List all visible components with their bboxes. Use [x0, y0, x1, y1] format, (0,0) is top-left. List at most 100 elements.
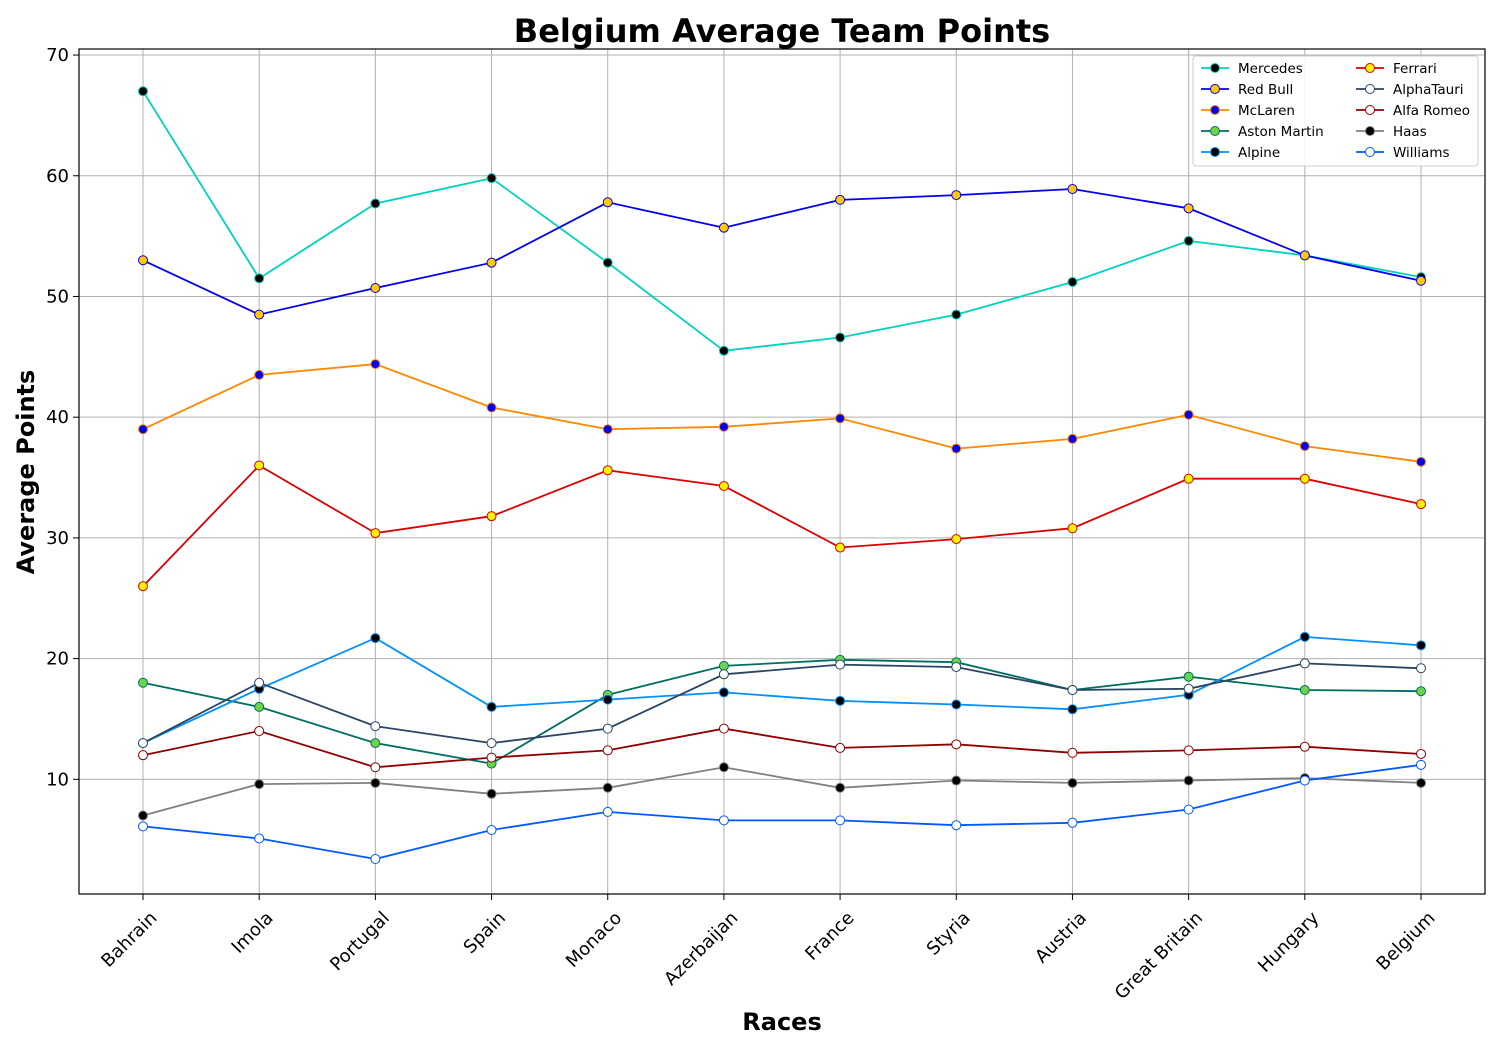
x-tick-label: Portugal — [326, 908, 394, 976]
data-point-mclaren — [718, 421, 729, 432]
data-point-alpine — [951, 699, 962, 710]
series-haas — [138, 762, 1426, 821]
data-point-ferrari — [835, 542, 846, 553]
data-point-mercedes — [1067, 276, 1078, 287]
y-tick-label: 20 — [46, 649, 69, 670]
legend-marker — [1210, 126, 1220, 136]
data-point-alfa-romeo — [951, 739, 962, 750]
data-point-alpine — [718, 687, 729, 698]
data-point-alphatauri — [254, 677, 265, 688]
data-point-mclaren — [254, 369, 265, 380]
series-line-aston-martin — [142, 658, 1422, 765]
legend-label: Alpine — [1238, 145, 1280, 161]
data-point-williams — [138, 821, 148, 832]
data-point-alpine — [1416, 640, 1426, 651]
series-line-red-bull — [142, 188, 1422, 316]
data-point-alpine — [835, 695, 846, 706]
plot-frame — [78, 48, 1486, 895]
legend-item-mercedes: Mercedes — [1201, 61, 1303, 77]
grid — [79, 49, 1485, 894]
data-point-aston-martin — [254, 701, 265, 712]
legend-item-alpine: Alpine — [1201, 145, 1280, 161]
legend-marker — [1210, 147, 1220, 157]
data-point-mclaren — [602, 424, 613, 435]
legend-label: Mercedes — [1238, 61, 1303, 77]
data-point-alphatauri — [1416, 663, 1426, 674]
data-point-mclaren — [1183, 409, 1194, 420]
data-point-aston-martin — [1183, 671, 1194, 682]
x-tick-label: Monaco — [562, 908, 626, 972]
legend-label: Red Bull — [1238, 82, 1293, 98]
data-point-alfa-romeo — [370, 762, 381, 773]
legend-item-ferrari: Ferrari — [1356, 61, 1437, 77]
legend-item-red-bull: Red Bull — [1201, 82, 1293, 98]
series-williams — [138, 759, 1426, 864]
data-point-ferrari — [1183, 473, 1194, 484]
x-axis-ticks: Bahrain Imola Portugal Spain Monaco Azerbaija… — [97, 894, 1439, 1004]
data-point-aston-martin — [718, 660, 729, 671]
series-line-ferrari — [142, 464, 1422, 587]
data-point-alfa-romeo — [835, 742, 846, 753]
legend-marker — [1210, 63, 1220, 73]
chart-title: Belgium Average Team Points — [514, 12, 1050, 50]
data-point-red-bull — [835, 194, 846, 205]
data-point-alphatauri — [602, 723, 613, 734]
data-point-red-bull — [370, 283, 381, 294]
series-red-bull — [138, 184, 1426, 320]
legend-label: Alfa Romeo — [1393, 103, 1470, 119]
data-point-ferrari — [370, 528, 381, 539]
data-point-alphatauri — [718, 669, 729, 680]
legend: Mercedes Red Bull McLaren Aston Martin Alpin… — [1192, 55, 1479, 167]
data-point-alpine — [602, 694, 613, 705]
data-point-alphatauri — [835, 659, 846, 670]
legend-label: Haas — [1393, 124, 1427, 140]
x-axis-label: Races — [742, 1008, 821, 1036]
data-point-alpine — [370, 633, 381, 644]
data-point-williams — [951, 820, 962, 831]
legend-label: Williams — [1393, 145, 1450, 161]
data-point-alfa-romeo — [1416, 748, 1426, 759]
data-point-red-bull — [1416, 275, 1426, 286]
series-layer — [138, 86, 1426, 864]
data-point-mercedes — [138, 86, 148, 97]
data-point-alphatauri — [1299, 658, 1310, 669]
legend-label: Ferrari — [1393, 61, 1437, 77]
data-point-ferrari — [951, 534, 962, 545]
data-point-williams — [1299, 775, 1310, 786]
series-line-williams — [142, 763, 1422, 860]
data-point-williams — [370, 853, 381, 864]
data-point-williams — [1183, 804, 1194, 815]
data-point-haas — [138, 810, 148, 821]
data-point-red-bull — [138, 255, 148, 266]
legend-item-alfa-romeo: Alfa Romeo — [1356, 103, 1470, 119]
data-point-williams — [718, 815, 729, 826]
y-axis-ticks: 10 20 30 40 50 60 70 — [46, 45, 79, 790]
data-point-williams — [1416, 759, 1426, 770]
legend-marker — [1210, 84, 1220, 94]
data-point-mclaren — [835, 413, 846, 424]
data-point-ferrari — [1067, 523, 1078, 534]
data-point-aston-martin — [1416, 686, 1426, 697]
series-line-haas — [142, 766, 1422, 817]
data-point-haas — [486, 788, 497, 799]
data-point-aston-martin — [138, 677, 148, 688]
legend-label: AlphaTauri — [1393, 82, 1464, 98]
data-point-red-bull — [951, 190, 962, 201]
legend-item-aston-martin: Aston Martin — [1201, 124, 1324, 140]
data-point-mercedes — [1183, 235, 1194, 246]
legend-marker — [1365, 147, 1375, 157]
legend-marker — [1365, 105, 1375, 115]
data-point-ferrari — [718, 480, 729, 491]
data-point-red-bull — [254, 309, 265, 320]
legend-box — [1192, 55, 1479, 167]
x-tick-label: Austria — [1031, 908, 1091, 968]
data-point-mercedes — [718, 345, 729, 356]
x-tick-label: Imola — [227, 908, 277, 958]
data-point-aston-martin — [370, 738, 381, 749]
y-tick-label: 60 — [46, 166, 69, 187]
series-line-mclaren — [142, 363, 1422, 463]
data-point-mercedes — [602, 257, 613, 268]
x-tick-label: Hungary — [1254, 907, 1323, 976]
